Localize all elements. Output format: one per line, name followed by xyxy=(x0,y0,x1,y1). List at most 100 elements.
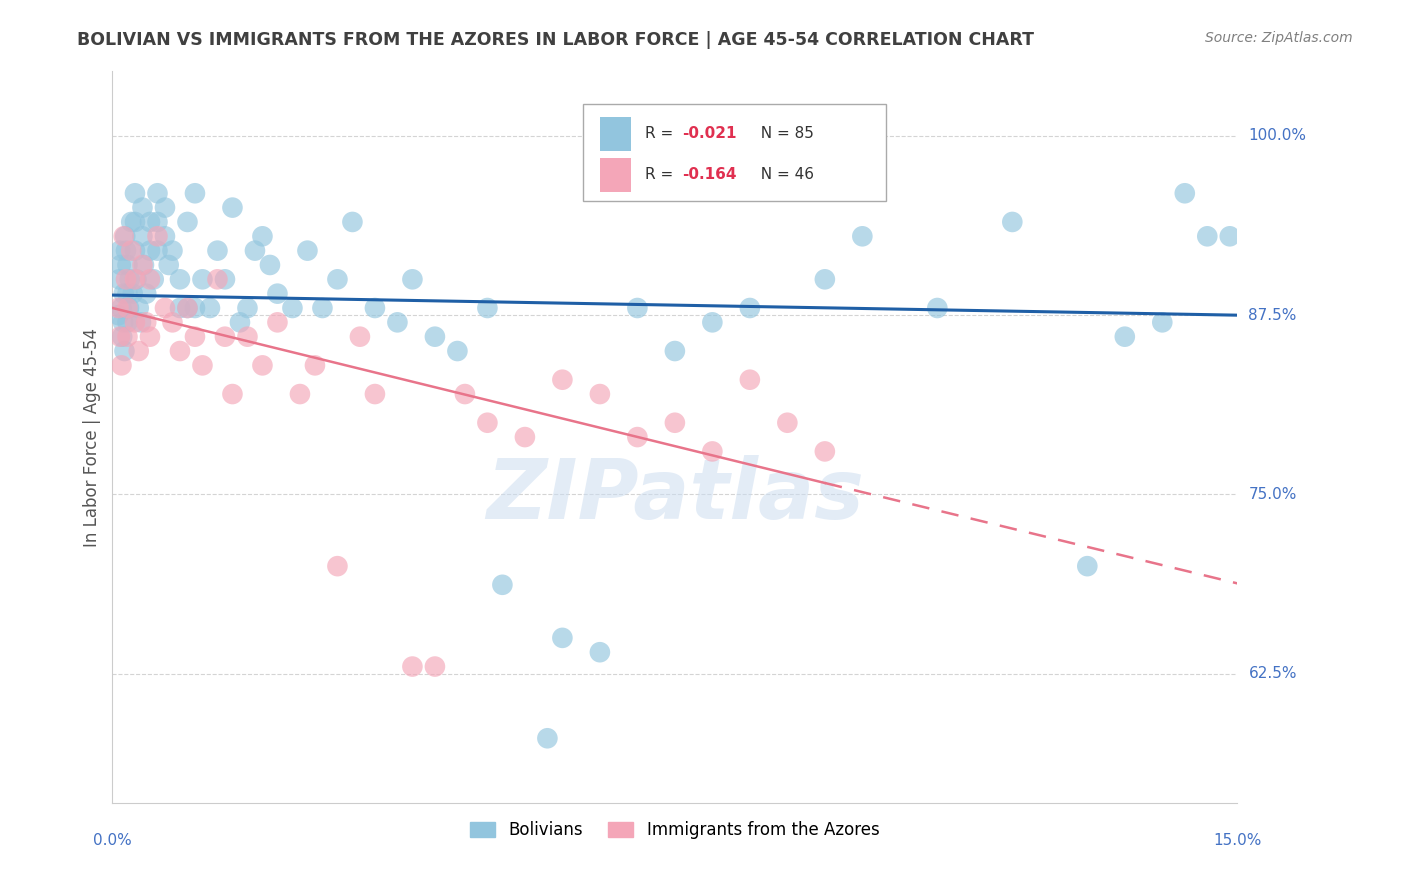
Point xyxy=(1174,186,1197,201)
Text: BOLIVIAN VS IMMIGRANTS FROM THE AZORES IN LABOR FORCE | AGE 45-54 CORRELATION CH: BOLIVIAN VS IMMIGRANTS FROM THE AZORES I… xyxy=(77,31,1035,49)
Point xyxy=(454,387,477,401)
Point xyxy=(115,272,138,286)
Point xyxy=(423,659,446,673)
Point xyxy=(281,301,304,315)
Point xyxy=(252,229,274,244)
Point xyxy=(551,373,574,387)
Text: Source: ZipAtlas.com: Source: ZipAtlas.com xyxy=(1205,31,1353,45)
Point xyxy=(207,272,229,286)
Point xyxy=(153,229,176,244)
Point xyxy=(266,286,288,301)
Text: 87.5%: 87.5% xyxy=(1249,308,1296,323)
Text: R =: R = xyxy=(645,168,679,182)
Point xyxy=(387,315,409,329)
Point xyxy=(184,301,207,315)
Text: 100.0%: 100.0% xyxy=(1249,128,1306,144)
Point xyxy=(142,272,165,286)
Point xyxy=(423,329,446,343)
Point xyxy=(132,258,155,272)
Point xyxy=(131,258,153,272)
Legend: Bolivians, Immigrants from the Azores: Bolivians, Immigrants from the Azores xyxy=(464,814,886,846)
Point xyxy=(536,731,558,746)
Point xyxy=(349,329,371,343)
Point xyxy=(110,359,132,373)
Point xyxy=(191,359,214,373)
Point xyxy=(176,301,198,315)
Point xyxy=(738,301,761,315)
Point xyxy=(221,387,243,401)
Point xyxy=(184,329,207,343)
Text: 0.0%: 0.0% xyxy=(93,833,132,848)
Point xyxy=(1219,229,1241,244)
Point xyxy=(702,315,724,329)
Point xyxy=(297,244,319,258)
Point xyxy=(664,416,686,430)
Point xyxy=(304,359,326,373)
Point xyxy=(1076,559,1098,574)
Point xyxy=(266,315,288,329)
Point xyxy=(114,344,136,359)
Point xyxy=(111,329,134,343)
Point xyxy=(1114,329,1136,343)
Point xyxy=(702,444,724,458)
Point xyxy=(364,387,387,401)
Point xyxy=(120,215,142,229)
Text: 75.0%: 75.0% xyxy=(1249,487,1296,502)
Point xyxy=(207,244,229,258)
Point xyxy=(146,229,169,244)
Point xyxy=(139,244,162,258)
Text: N = 85: N = 85 xyxy=(751,127,814,141)
Point xyxy=(851,229,873,244)
Point xyxy=(114,229,136,244)
Point xyxy=(364,301,387,315)
Point xyxy=(124,272,146,286)
Point xyxy=(477,301,499,315)
Point xyxy=(589,387,612,401)
Point xyxy=(221,201,243,215)
Point xyxy=(589,645,612,659)
Point xyxy=(513,430,536,444)
Point xyxy=(162,244,184,258)
Point xyxy=(1001,215,1024,229)
Point xyxy=(118,272,141,286)
Point xyxy=(117,258,139,272)
Point xyxy=(236,301,259,315)
Text: N = 46: N = 46 xyxy=(751,168,814,182)
Point xyxy=(124,244,146,258)
Point xyxy=(162,315,184,329)
Point xyxy=(776,128,799,143)
Point xyxy=(146,186,169,201)
Point xyxy=(176,215,198,229)
Point xyxy=(112,286,135,301)
Point xyxy=(401,659,423,673)
Point xyxy=(124,315,146,329)
Point xyxy=(176,301,198,315)
Point xyxy=(198,301,221,315)
Point xyxy=(184,186,207,201)
Point xyxy=(252,359,274,373)
Y-axis label: In Labor Force | Age 45-54: In Labor Force | Age 45-54 xyxy=(83,327,101,547)
Point xyxy=(214,272,236,286)
Point xyxy=(326,272,349,286)
Text: 15.0%: 15.0% xyxy=(1213,833,1261,848)
Point xyxy=(117,315,139,329)
Point xyxy=(169,344,191,359)
Point xyxy=(117,301,139,315)
Point xyxy=(153,201,176,215)
Point xyxy=(157,258,180,272)
Point xyxy=(229,315,252,329)
Point xyxy=(120,244,142,258)
Point xyxy=(626,430,648,444)
Point xyxy=(108,329,131,343)
Text: 62.5%: 62.5% xyxy=(1249,666,1296,681)
Point xyxy=(814,272,837,286)
Point xyxy=(110,301,132,315)
Point xyxy=(776,416,799,430)
Point xyxy=(108,244,131,258)
Point xyxy=(326,559,349,574)
Point xyxy=(288,387,311,401)
Point xyxy=(125,272,148,286)
Point xyxy=(477,416,499,430)
Point xyxy=(927,301,949,315)
Text: -0.164: -0.164 xyxy=(682,168,737,182)
